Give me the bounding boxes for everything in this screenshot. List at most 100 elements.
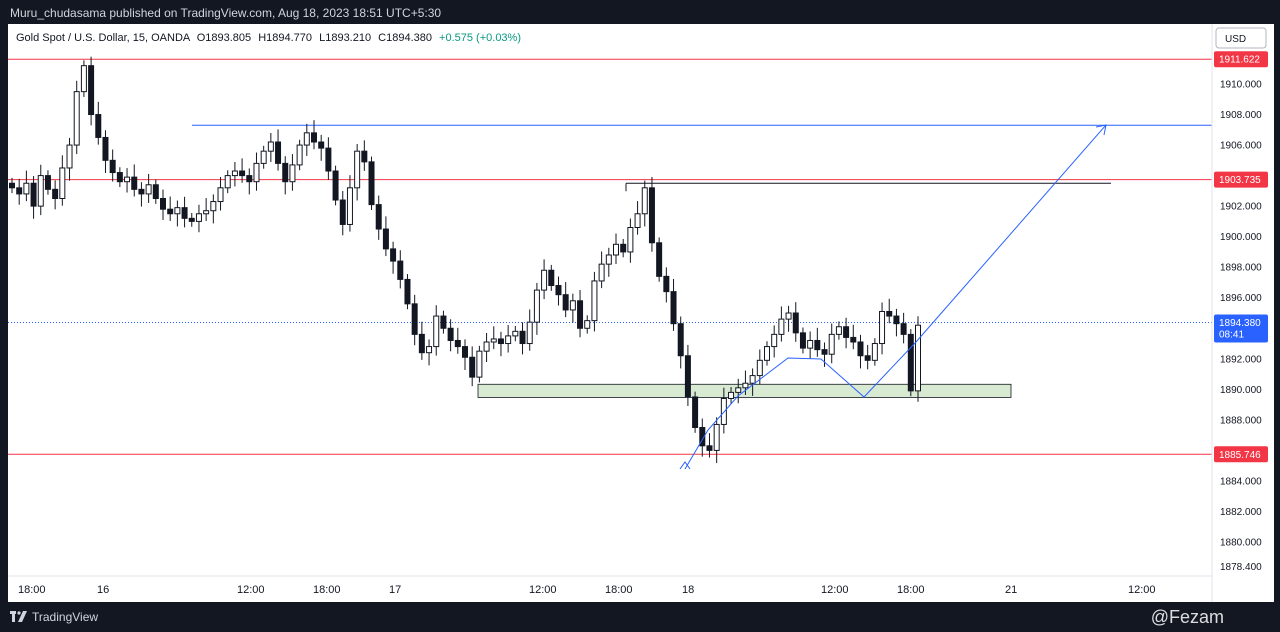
candle-body — [16, 187, 23, 195]
candle-body — [311, 132, 317, 143]
price-lines-layer — [8, 58, 1212, 455]
chart-panel[interactable]: USD 1910.000 1908.000 1906.000 1902.000 1900.… — [8, 24, 1274, 602]
candle-body — [907, 333, 914, 392]
candle-body — [764, 346, 770, 361]
candle-body — [555, 285, 562, 296]
candle-body — [871, 343, 878, 361]
candle-body — [181, 207, 188, 219]
candle-body — [828, 333, 835, 355]
candle-body — [821, 349, 828, 355]
candle-body — [160, 198, 166, 210]
candle-body — [390, 248, 397, 262]
candle-body — [613, 243, 619, 256]
candle-body — [864, 355, 871, 361]
candle-body — [195, 213, 202, 222]
candle-body — [88, 65, 95, 116]
candle-body — [771, 333, 778, 348]
candle-body — [124, 176, 131, 183]
candle-body — [426, 346, 433, 354]
price-level-label: 1911.622 — [1219, 55, 1260, 66]
price-level-tag — [1214, 171, 1268, 188]
candle-body — [289, 164, 296, 183]
y-tick-label: 1906.000 — [1220, 141, 1262, 152]
candle-body — [533, 289, 540, 323]
candle-body — [260, 150, 267, 164]
price-chart[interactable]: USD 1910.000 1908.000 1906.000 1902.000 1900.… — [8, 24, 1274, 602]
price-level-label: 1903.735 — [1219, 175, 1261, 186]
candle-body — [562, 294, 569, 311]
x-tick-label: 18:00 — [897, 584, 925, 596]
publish-header: Muru_chudasama published on TradingView.… — [0, 0, 1280, 26]
candle-body — [447, 327, 454, 341]
candle-body — [879, 310, 886, 345]
candle-body — [433, 315, 440, 348]
candle-body — [634, 213, 641, 229]
tradingview-logo-icon — [10, 611, 27, 622]
candle-body — [339, 199, 346, 225]
y-tick-label: 1892.000 — [1220, 354, 1262, 365]
candle-body — [52, 188, 59, 199]
candles-layer — [9, 56, 921, 464]
candle-body — [541, 269, 548, 291]
candle-body — [145, 184, 152, 195]
y-tick-label: 1882.000 — [1220, 507, 1262, 518]
candle-body — [627, 227, 634, 253]
symbol-legend: Gold Spot / U.S. Dollar, 15, OANDA O1893… — [16, 32, 521, 44]
footer: TradingView @Fezam — [0, 602, 1280, 632]
candle-body — [843, 326, 850, 338]
candle-body — [850, 336, 857, 343]
y-tick-label: 1910.000 — [1220, 80, 1262, 91]
x-tick-label: 21 — [1005, 584, 1017, 596]
y-tick-label: 1888.000 — [1220, 415, 1262, 426]
candle-body — [138, 188, 145, 195]
candle-body — [267, 141, 274, 152]
candle-body — [404, 278, 411, 305]
candle-body — [526, 321, 533, 345]
candle-body — [332, 170, 339, 201]
candle-body — [382, 228, 389, 250]
candle-body — [792, 312, 799, 334]
candle-body — [505, 335, 512, 345]
tradingview-brand: TradingView — [32, 610, 99, 624]
candle-body — [512, 330, 519, 337]
x-tick-label: 18:00 — [313, 584, 341, 596]
candle-body — [318, 141, 325, 149]
high-value: H1894.770 — [258, 32, 313, 44]
y-tick-label: 1878.400 — [1220, 562, 1262, 573]
candle-body — [116, 172, 123, 183]
candle-body — [857, 341, 864, 357]
watermark-text: @Fezam — [1150, 607, 1224, 627]
candle-body — [224, 175, 231, 189]
candle-body — [620, 243, 627, 253]
candle-body — [886, 310, 893, 317]
x-tick-label: 12:00 — [821, 584, 849, 596]
candle-body — [756, 359, 763, 377]
candle-body — [440, 315, 447, 329]
candle-body — [735, 387, 742, 393]
candle-body — [749, 375, 756, 384]
candle-body — [699, 427, 706, 447]
y-tick-label: 1896.000 — [1220, 293, 1262, 304]
candle-body — [677, 323, 684, 357]
x-tick-label: 12:00 — [1128, 584, 1156, 596]
x-tick-label: 12:00 — [237, 584, 265, 596]
candle-body — [778, 318, 785, 335]
candle-body — [102, 136, 109, 161]
candle-body — [375, 204, 382, 230]
candle-body — [835, 326, 842, 335]
candle-body — [167, 208, 174, 215]
candle-body — [9, 182, 15, 189]
candle-body — [577, 300, 584, 329]
y-tick-label: 1900.000 — [1220, 232, 1262, 243]
candle-body — [469, 356, 476, 378]
tradingview-logo[interactable]: TradingView — [10, 602, 98, 632]
x-tick-label: 18:00 — [18, 584, 46, 596]
price-level-tag — [1214, 446, 1268, 463]
candle-body — [30, 182, 37, 207]
candle-body — [95, 114, 102, 138]
y-tick-label: 1884.000 — [1220, 476, 1262, 487]
candle-body — [296, 144, 303, 166]
candle-body — [368, 161, 375, 206]
current-price-label: 1894.380 — [1219, 318, 1261, 329]
candle-body — [346, 187, 353, 225]
